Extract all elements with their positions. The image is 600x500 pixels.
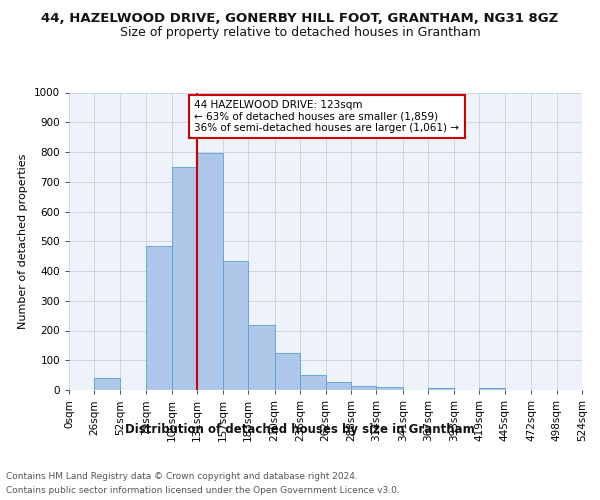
Text: 44, HAZELWOOD DRIVE, GONERBY HILL FOOT, GRANTHAM, NG31 8GZ: 44, HAZELWOOD DRIVE, GONERBY HILL FOOT, … bbox=[41, 12, 559, 26]
Text: Contains public sector information licensed under the Open Government Licence v3: Contains public sector information licen… bbox=[6, 486, 400, 495]
Bar bbox=[223, 260, 248, 390]
Text: Size of property relative to detached houses in Grantham: Size of property relative to detached ho… bbox=[119, 26, 481, 39]
Bar bbox=[479, 388, 505, 390]
Y-axis label: Number of detached properties: Number of detached properties bbox=[18, 154, 28, 329]
Bar bbox=[146, 246, 172, 390]
Bar bbox=[376, 387, 403, 390]
Bar bbox=[325, 382, 351, 390]
Text: Contains HM Land Registry data © Crown copyright and database right 2024.: Contains HM Land Registry data © Crown c… bbox=[6, 472, 358, 481]
Bar bbox=[172, 167, 197, 390]
Bar bbox=[94, 378, 120, 390]
Bar bbox=[300, 375, 325, 390]
Text: Distribution of detached houses by size in Grantham: Distribution of detached houses by size … bbox=[125, 422, 475, 436]
Bar bbox=[428, 388, 454, 390]
Bar bbox=[248, 324, 275, 390]
Bar bbox=[351, 386, 376, 390]
Bar bbox=[275, 353, 300, 390]
Text: 44 HAZELWOOD DRIVE: 123sqm
← 63% of detached houses are smaller (1,859)
36% of s: 44 HAZELWOOD DRIVE: 123sqm ← 63% of deta… bbox=[194, 100, 460, 133]
Bar bbox=[197, 154, 223, 390]
